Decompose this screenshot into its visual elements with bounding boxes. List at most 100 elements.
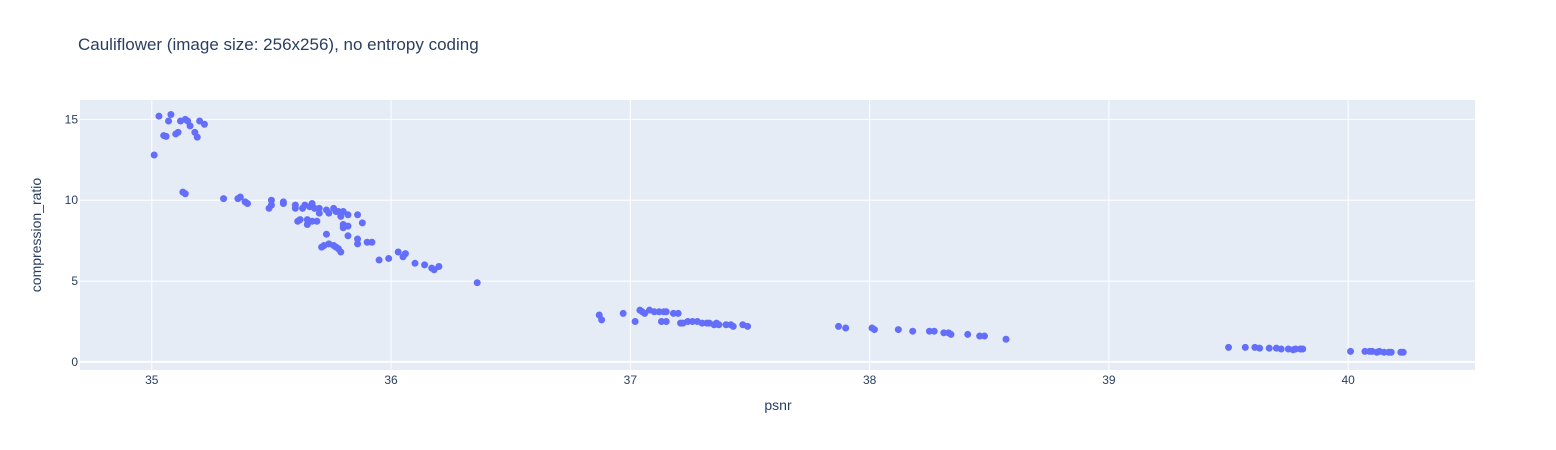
data-point[interactable] <box>165 117 173 125</box>
data-point[interactable] <box>894 326 902 334</box>
data-point[interactable] <box>930 327 938 335</box>
data-point[interactable] <box>435 263 443 271</box>
data-point[interactable] <box>315 209 323 217</box>
data-point[interactable] <box>657 317 665 325</box>
data-point[interactable] <box>1387 348 1395 356</box>
data-point[interactable] <box>421 261 429 269</box>
data-point[interactable] <box>358 219 366 227</box>
data-point[interactable] <box>325 209 333 217</box>
data-point[interactable] <box>976 332 984 340</box>
data-point[interactable] <box>669 309 677 317</box>
x-tick-label: 38 <box>863 373 877 387</box>
data-point[interactable] <box>842 324 850 332</box>
data-point[interactable] <box>655 308 663 316</box>
data-point[interactable] <box>1299 345 1307 353</box>
data-point[interactable] <box>1265 344 1273 352</box>
data-point[interactable] <box>722 321 730 329</box>
data-point[interactable] <box>1361 347 1369 355</box>
data-point[interactable] <box>1347 347 1355 355</box>
data-point[interactable] <box>267 196 275 204</box>
data-point[interactable] <box>375 256 383 264</box>
data-point[interactable] <box>980 332 988 340</box>
data-point[interactable] <box>181 190 189 198</box>
data-points <box>150 111 1407 356</box>
data-point[interactable] <box>267 201 275 209</box>
data-point[interactable] <box>296 216 304 224</box>
data-point[interactable] <box>162 132 170 140</box>
data-point[interactable] <box>715 321 723 329</box>
data-point[interactable] <box>315 204 323 212</box>
y-tick-label: 10 <box>65 193 79 207</box>
data-point[interactable] <box>1256 344 1264 352</box>
data-point[interactable] <box>322 230 330 238</box>
data-point[interactable] <box>1292 345 1300 353</box>
data-point[interactable] <box>674 309 682 317</box>
data-point[interactable] <box>337 248 345 256</box>
data-point[interactable] <box>1277 345 1285 353</box>
y-tick-label: 5 <box>71 274 78 288</box>
data-point[interactable] <box>310 204 318 212</box>
data-point[interactable] <box>870 326 878 334</box>
data-point[interactable] <box>619 309 627 317</box>
data-point[interactable] <box>698 319 706 327</box>
y-axis-label: compression_ratio <box>28 178 44 293</box>
data-point[interactable] <box>940 329 948 337</box>
data-point[interactable] <box>354 211 362 219</box>
y-tick-label: 0 <box>71 355 78 369</box>
data-point[interactable] <box>155 112 163 120</box>
x-tick-label: 39 <box>1102 373 1116 387</box>
data-point[interactable] <box>1399 348 1407 356</box>
data-point[interactable] <box>344 211 352 219</box>
data-point[interactable] <box>394 248 402 256</box>
data-point[interactable] <box>598 316 606 324</box>
data-point[interactable] <box>835 322 843 330</box>
data-point[interactable] <box>650 308 658 316</box>
data-point[interactable] <box>1002 335 1010 343</box>
x-tick-label: 35 <box>145 373 159 387</box>
data-point[interactable] <box>344 222 352 230</box>
data-point[interactable] <box>193 133 201 141</box>
data-point[interactable] <box>684 317 692 325</box>
data-point[interactable] <box>308 217 316 225</box>
data-point[interactable] <box>167 111 175 119</box>
data-point[interactable] <box>313 217 321 225</box>
data-point[interactable] <box>909 327 917 335</box>
data-point[interactable] <box>385 254 393 262</box>
data-point[interactable] <box>279 198 287 206</box>
data-point[interactable] <box>662 317 670 325</box>
data-point[interactable] <box>744 322 752 330</box>
data-point[interactable] <box>344 232 352 240</box>
data-point[interactable] <box>368 238 376 246</box>
data-point[interactable] <box>631 317 639 325</box>
data-point[interactable] <box>925 327 933 335</box>
data-point[interactable] <box>150 151 158 159</box>
x-tick-label: 40 <box>1342 373 1356 387</box>
y-axis-ticks: 0 5 10 15 <box>65 112 79 369</box>
data-point[interactable] <box>363 238 371 246</box>
data-point[interactable] <box>243 199 251 207</box>
x-tick-label: 37 <box>624 373 638 387</box>
data-point[interactable] <box>689 317 697 325</box>
data-point[interactable] <box>291 201 299 209</box>
data-point[interactable] <box>662 308 670 316</box>
data-point[interactable] <box>1380 348 1388 356</box>
grid-lines <box>80 100 1475 370</box>
data-point[interactable] <box>236 193 244 201</box>
data-point[interactable] <box>947 330 955 338</box>
x-tick-label: 36 <box>384 373 398 387</box>
data-point[interactable] <box>186 122 194 130</box>
data-point[interactable] <box>411 259 419 267</box>
data-point[interactable] <box>354 235 362 243</box>
data-point[interactable] <box>220 195 228 203</box>
x-axis-ticks: 35 36 37 38 39 40 <box>145 373 1355 387</box>
data-point[interactable] <box>729 322 737 330</box>
data-point[interactable] <box>964 330 972 338</box>
data-point[interactable] <box>200 120 208 128</box>
data-point[interactable] <box>174 128 182 136</box>
data-point[interactable] <box>473 279 481 287</box>
data-point[interactable] <box>1225 343 1233 351</box>
data-point[interactable] <box>401 250 409 258</box>
data-point[interactable] <box>1241 343 1249 351</box>
data-point[interactable] <box>354 240 362 248</box>
